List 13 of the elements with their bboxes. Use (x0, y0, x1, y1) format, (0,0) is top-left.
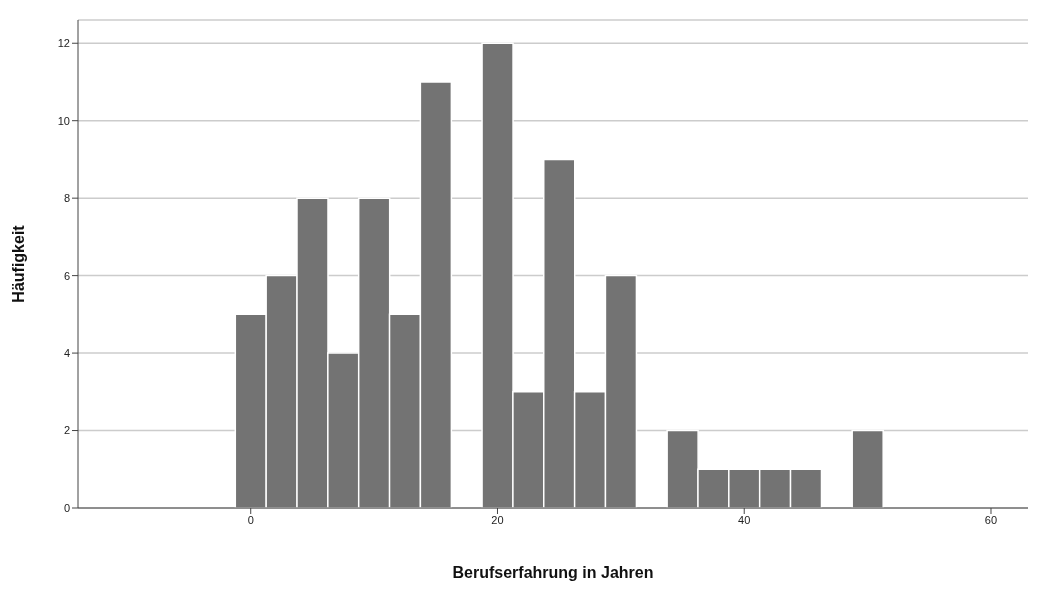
x-tick-label: 20 (491, 513, 504, 526)
y-tick-label: 4 (63, 346, 70, 359)
x-tick-label: 0 (247, 513, 254, 526)
x-tick-label: 60 (984, 513, 998, 526)
y-tick-label: 6 (63, 269, 70, 282)
x-axis-title: Berufserfahrung in Jahren (452, 564, 654, 581)
y-tick-label: 10 (57, 114, 70, 127)
y-tick-label: 12 (57, 37, 70, 50)
y-tick-label: 8 (63, 192, 70, 205)
x-tick-label: 40 (738, 513, 751, 526)
y-tick-label: 2 (63, 424, 70, 437)
y-tick-label: 0 (63, 501, 70, 514)
y-axis-title: Häufigkeit (9, 224, 27, 303)
